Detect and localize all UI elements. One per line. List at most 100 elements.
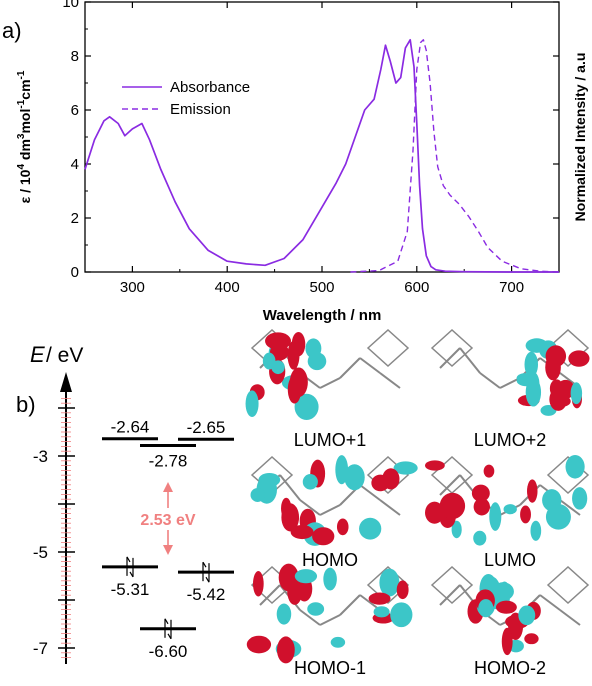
orbital-image bbox=[425, 454, 590, 546]
orbital-lobe bbox=[373, 606, 390, 618]
orbital-image bbox=[246, 563, 413, 664]
orbital-lobe bbox=[336, 518, 349, 536]
orbital-lobe bbox=[307, 352, 327, 371]
x-tick-label: 300 bbox=[120, 279, 145, 296]
orbital-lobe bbox=[473, 498, 490, 516]
orbital-lobe bbox=[495, 600, 517, 614]
molecule-bond bbox=[439, 474, 461, 496]
molecule-bond bbox=[459, 347, 481, 374]
y-tick-label: 6 bbox=[71, 102, 79, 119]
molecule-ring bbox=[366, 328, 410, 368]
orbital-image bbox=[430, 565, 590, 656]
gap-arrow-bottom-head bbox=[163, 545, 173, 555]
molecule-ring bbox=[546, 565, 590, 605]
molecule-ring bbox=[430, 328, 474, 368]
y-axis-right-title: Normalized Intensity / a.u bbox=[572, 53, 588, 222]
electron-up-arrowhead bbox=[202, 561, 207, 568]
x-tick-label: 700 bbox=[499, 279, 524, 296]
y-tick-label: 8 bbox=[71, 48, 79, 65]
molecule-bond bbox=[479, 372, 501, 389]
orbital-lobe bbox=[549, 387, 568, 411]
orbital-lobe bbox=[287, 576, 303, 605]
orbital-lobe bbox=[489, 502, 502, 531]
orbital-lobe bbox=[379, 568, 400, 597]
orbital-lobe bbox=[568, 350, 590, 367]
orbital-lobe bbox=[545, 504, 571, 530]
orbital-lobe bbox=[451, 520, 462, 539]
orbital-lobe bbox=[527, 479, 538, 503]
gap-arrow-top-head bbox=[163, 482, 173, 492]
orbital-lobe bbox=[344, 464, 365, 491]
orbital-lobe bbox=[294, 393, 319, 420]
electron-up-arrowhead bbox=[126, 556, 131, 563]
legend: Absorbance Emission bbox=[122, 79, 250, 118]
orbital-lobe bbox=[262, 352, 276, 370]
orbital-lobe bbox=[368, 592, 391, 605]
orbital-images: LUMO+1 LUMO+2 HOMO LUMO HOMO-1 HOMO-2 bbox=[245, 328, 590, 678]
y-axis-title-superscript: -1 bbox=[16, 99, 27, 108]
molecule-bond bbox=[439, 584, 461, 606]
orbital-lobe bbox=[359, 517, 382, 540]
y-axis-title-part: dm bbox=[17, 139, 33, 164]
legend-absorbance-label: Absorbance bbox=[170, 79, 250, 96]
molecule-bond bbox=[499, 377, 521, 389]
molecule-ring bbox=[430, 565, 474, 605]
energy-level-diagram: E / eV -3-5-7 -2.64 -2.65-2.78-5.31 -5.42-… bbox=[30, 328, 590, 678]
orbital-lobe bbox=[565, 454, 585, 479]
orbital-lobe bbox=[572, 487, 588, 510]
energy-axis-label: E / eV bbox=[30, 342, 83, 367]
series-emission-line bbox=[350, 39, 560, 273]
y-axis-title-superscript: 4 bbox=[16, 164, 27, 170]
x-tick-label: 400 bbox=[215, 279, 240, 296]
energy-level-label: -2.65 bbox=[187, 418, 226, 437]
orbital-lobe bbox=[396, 580, 409, 600]
energy-tick-label: -7 bbox=[33, 639, 48, 658]
orbital-lobe bbox=[501, 627, 513, 656]
electron-up-arrowhead bbox=[164, 618, 169, 625]
orbital-lobe bbox=[439, 492, 466, 520]
energy-axis-symbol: E bbox=[30, 342, 45, 367]
x-tick-label: 600 bbox=[404, 279, 429, 296]
energy-axis-unit: / eV bbox=[46, 344, 83, 367]
panel-b-label: b) bbox=[16, 392, 36, 417]
electron-down-arrowhead bbox=[129, 571, 134, 578]
orbital-label: HOMO-1 bbox=[294, 658, 366, 678]
molecule-bond bbox=[379, 372, 401, 389]
orbital-lobe bbox=[294, 569, 318, 584]
orbital-lobe bbox=[393, 461, 418, 475]
orbital-lobe bbox=[545, 345, 567, 368]
orbital-lobe bbox=[390, 602, 413, 628]
panel-a-label: a) bbox=[2, 18, 22, 43]
x-tick-label: 500 bbox=[309, 279, 334, 296]
orbital-lobe bbox=[518, 605, 536, 626]
y-axis-title: ε / 104 dm3mol-1cm-1 bbox=[16, 70, 33, 203]
energy-level-label: -2.78 bbox=[149, 451, 188, 470]
y-axis-title-part: cm bbox=[17, 79, 33, 99]
legend-emission-label: Emission bbox=[170, 101, 231, 118]
orbital-lobe bbox=[473, 530, 487, 546]
y-tick-label: 2 bbox=[71, 210, 79, 227]
energy-level-label: -2.64 bbox=[111, 418, 150, 437]
orbital-lobe bbox=[281, 503, 300, 532]
series-lines bbox=[84, 38, 560, 273]
orbital-lobe bbox=[307, 602, 325, 616]
orbital-image bbox=[430, 328, 590, 416]
energy-levels: -2.64 -2.65 -2.78 -5.31 -5.42 -6.60 bbox=[102, 418, 234, 661]
gap-label-bg bbox=[126, 508, 212, 530]
orbital-lobe bbox=[250, 487, 265, 502]
orbital-lobe bbox=[290, 525, 314, 540]
y-axis-title-part: mol bbox=[17, 109, 33, 134]
molecule-bond bbox=[279, 474, 301, 501]
series-absorbance-line bbox=[84, 38, 559, 273]
gap-label: 2.53 eV bbox=[140, 512, 195, 529]
orbital-lobe bbox=[503, 504, 517, 515]
orbital-lobe bbox=[492, 582, 514, 601]
orbital-label: LUMO+2 bbox=[474, 430, 547, 450]
y-tick-label: 4 bbox=[71, 156, 79, 173]
orbital-lobe bbox=[478, 599, 494, 618]
orbital-image bbox=[245, 328, 410, 420]
y-axis-title-superscript: -1 bbox=[16, 70, 27, 79]
orbital-lobe bbox=[524, 633, 539, 645]
orbital-label: LUMO+1 bbox=[294, 430, 367, 450]
